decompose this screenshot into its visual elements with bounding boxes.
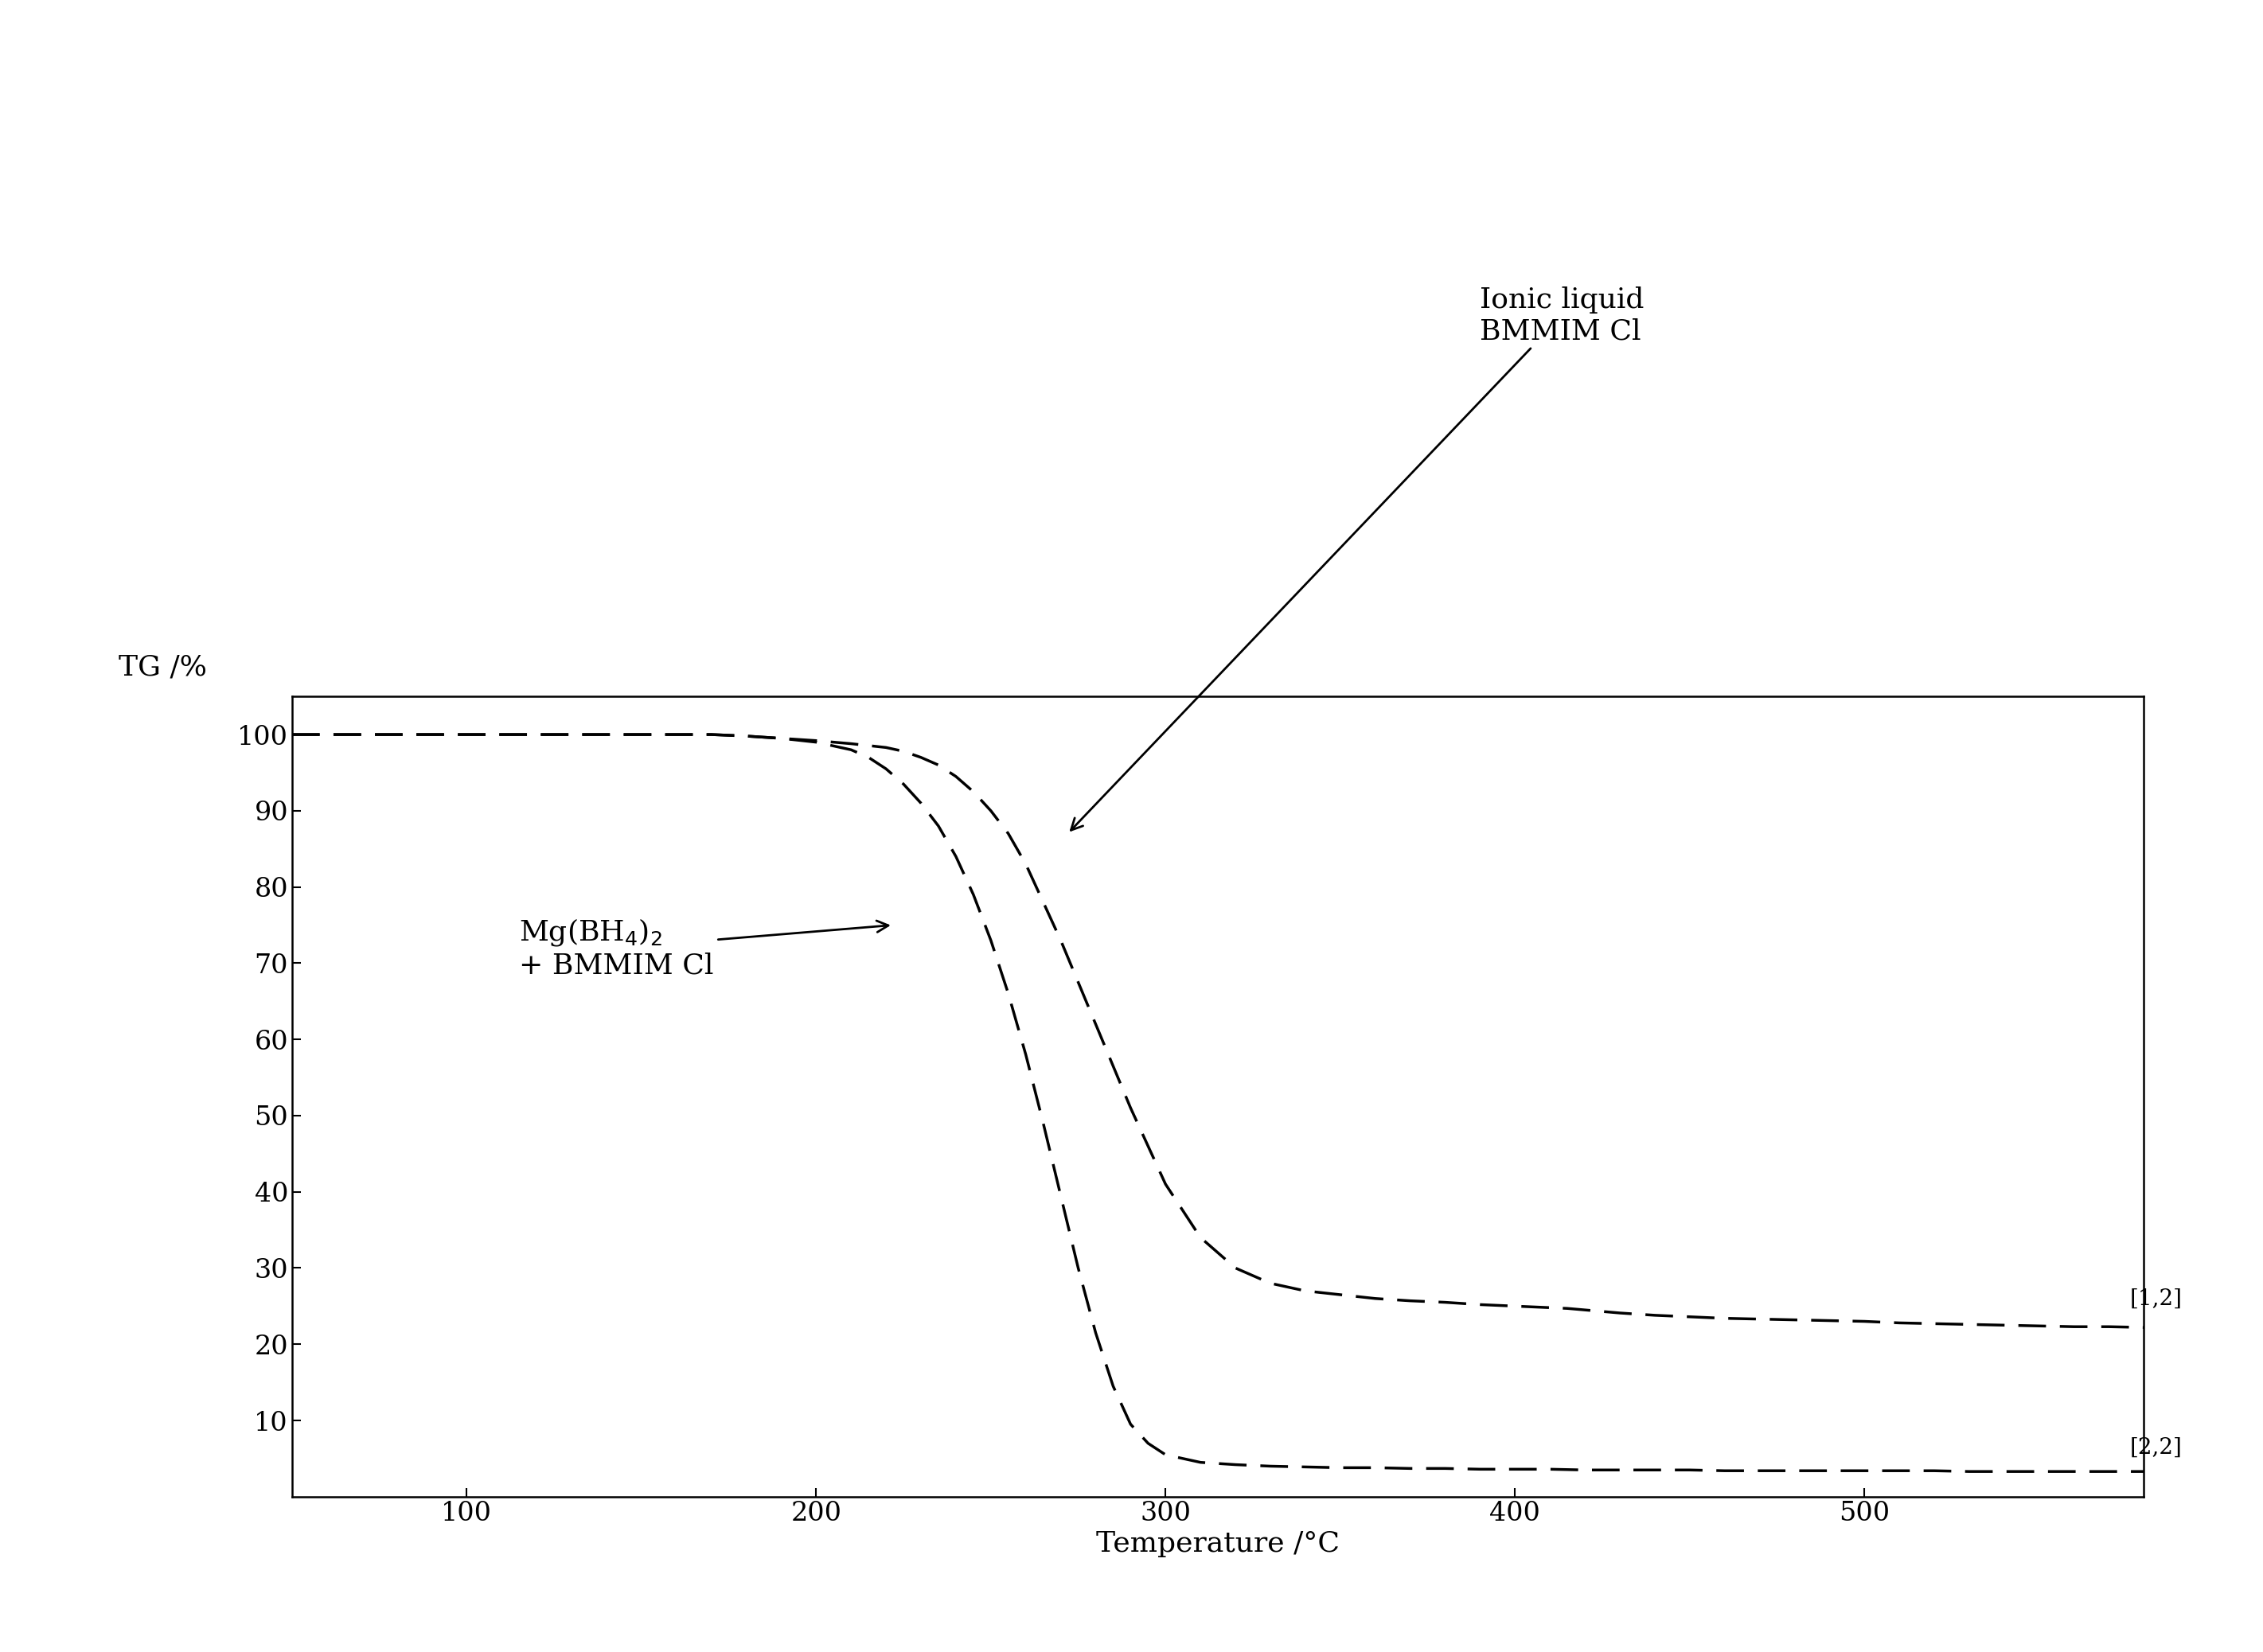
X-axis label: Temperature /°C: Temperature /°C	[1095, 1530, 1340, 1558]
Text: [1,2]: [1,2]	[2129, 1289, 2182, 1310]
Text: [2,2]: [2,2]	[2129, 1437, 2182, 1459]
Y-axis label: TG /%: TG /%	[118, 654, 206, 681]
Text: Mg(BH$_4$)$_2$
+ BMMIM Cl: Mg(BH$_4$)$_2$ + BMMIM Cl	[518, 917, 889, 980]
Text: Ionic liquid
BMMIM Cl: Ionic liquid BMMIM Cl	[1070, 286, 1645, 831]
